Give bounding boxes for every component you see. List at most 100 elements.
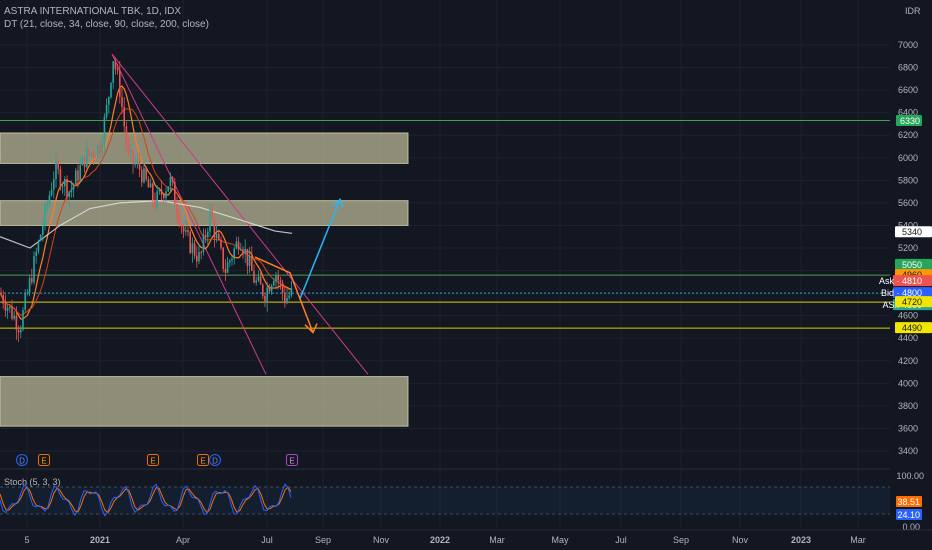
candle-body [275,275,277,282]
candle-body [48,195,51,205]
candle-body [108,97,110,105]
price-tick-label: 6600 [898,85,918,95]
candle-body [112,61,114,83]
candle-body [251,255,253,271]
ma-90-line [0,200,293,249]
candle-body [257,276,260,281]
candle-body [215,233,218,238]
candle-body [149,183,152,188]
marker-label: E [41,457,46,466]
candle-body [132,150,134,164]
candle-body [66,178,68,198]
candle-body [75,170,77,185]
stoch-k-tag-bg [896,509,922,520]
time-tick-label: Jul [615,535,627,545]
time-tick-label: Apr [176,535,190,545]
trend-lines [111,53,369,375]
currency-label: IDR [905,6,921,16]
candle-body [290,287,293,296]
stoch-title: Stoch (5, 3, 3) [4,477,61,487]
candle-body [125,126,128,146]
candle-body [147,179,150,188]
symbol-title[interactable]: ASTRA INTERNATIONAL TBK, 1D, IDX [4,6,182,17]
candle-body [167,186,169,192]
candle-body [279,280,282,283]
candle-body [35,251,37,256]
candle-body [57,161,59,169]
candle-body [207,231,209,238]
marker-shape [209,454,221,466]
candle-body [277,275,279,281]
price-tag-text: 5340 [902,227,922,237]
candle-body [213,220,216,238]
candle-body [174,181,176,204]
candle-body [44,204,46,226]
time-tick-label: 2023 [791,535,811,545]
price-tick-label: 6200 [898,130,918,140]
candle-body [68,191,70,198]
candle-body [123,107,125,127]
price-tick-label: 4600 [898,311,918,321]
candle-body [86,149,88,168]
indicator-legend[interactable]: DT (21, close, 34, close, 90, close, 200… [4,19,209,30]
time-tick-label: 2021 [90,535,110,545]
candle-body [273,281,275,286]
price-tag-text: Ask · 4810 [879,276,922,286]
candle-body [28,278,31,293]
candle-body [182,226,185,232]
candle-body [119,70,121,97]
price-tag-text: 4960 [902,270,922,280]
marker-shape [38,454,50,466]
candle-body [240,249,242,251]
candle-body [226,262,229,273]
trend-line [111,53,267,375]
arrowhead-down [304,323,318,334]
arrowhead-up [332,198,344,208]
candle-body [79,165,81,181]
candle-body [244,248,246,255]
candle-body [59,168,62,187]
candle-body [94,156,97,158]
candle-body [262,284,264,296]
candle-body [134,163,136,165]
stoch-d-tag-bg [896,496,922,507]
candle-body [39,235,42,241]
price-tag-bg [895,226,932,238]
candle-body [116,69,119,71]
price-tag-bg [895,322,932,334]
candle-body [237,241,240,251]
zone-rect [0,376,409,427]
stoch-panel: Stoch (5, 3, 3) [0,468,890,517]
candle-body [286,297,288,304]
candle-body [9,306,11,308]
dividend-marker: D [209,454,221,466]
candle-body [202,234,205,253]
earnings-marker: E [38,454,50,466]
price-tick-label: 4400 [898,333,918,343]
candle-body [209,209,211,232]
time-tick-label: Mar [850,535,866,545]
price-tick-label: 4000 [898,378,918,388]
price-tick-label: 6400 [898,108,918,118]
candle-body [22,309,24,330]
candle-body [90,153,92,155]
price-tick-label: 6800 [898,63,918,73]
candle-body [224,268,227,273]
candle-body [81,156,84,166]
candle-body [196,255,198,262]
candle-body [70,189,73,192]
time-tick-label: Sep [315,535,331,545]
candle-body [222,247,224,269]
candle-body [220,239,222,248]
candle-body [242,249,244,255]
price-tick-label: 5200 [898,243,918,253]
candle-body [198,251,200,262]
projection-arrow-up [299,199,341,300]
candle-body [110,82,112,98]
candle-body [50,189,53,196]
time-axis[interactable]: 5 2021 Apr Jul Sep Nov 2022 Mar May Jul Sep Nov 2023… [0,529,932,545]
candle-body [24,293,26,310]
time-tick-label: Jul [261,535,273,545]
